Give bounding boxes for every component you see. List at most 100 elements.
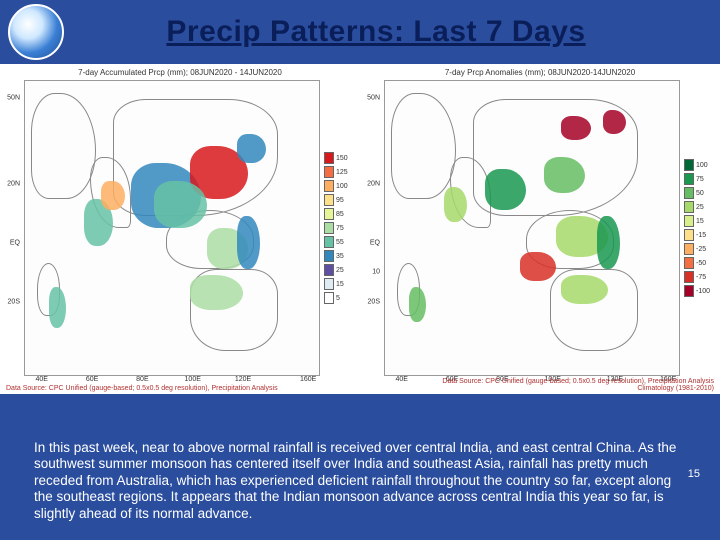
right-map-panel: 7-day Prcp Anomalies (mm); 08JUN2020-14J…	[360, 64, 720, 394]
maps-area: 7-day Accumulated Prcp (mm); 08JUN2020 -…	[0, 64, 720, 394]
legend-swatch	[324, 208, 334, 220]
caption-text: In this past week, near to above normal …	[34, 440, 690, 522]
legend-swatch	[684, 257, 694, 269]
right-data-source-line2: Climatology (1981-2010)	[442, 385, 714, 392]
legend-row: 125	[324, 165, 348, 179]
precip-region	[444, 187, 468, 222]
legend-swatch	[684, 201, 694, 213]
legend-swatch	[684, 271, 694, 283]
legend-swatch	[324, 194, 334, 206]
legend-row: 25	[684, 200, 704, 214]
legend-row: -15	[684, 228, 706, 242]
legend-value: 35	[336, 253, 344, 260]
left-map-panel: 7-day Accumulated Prcp (mm); 08JUN2020 -…	[0, 64, 360, 394]
legend-row: 15	[684, 214, 704, 228]
legend-row: 50	[684, 186, 704, 200]
land-outline	[391, 93, 456, 199]
legend-swatch	[324, 250, 334, 262]
legend-swatch	[684, 187, 694, 199]
precip-region	[409, 287, 427, 322]
legend-row: 75	[324, 221, 344, 235]
legend-value: 5	[336, 295, 340, 302]
legend-value: 125	[336, 169, 348, 176]
legend-row: -100	[684, 284, 710, 298]
precip-region	[237, 134, 266, 163]
left-data-source: Data Source: CPC Unified (gauge-based; 0…	[6, 385, 278, 392]
legend-value: 15	[336, 281, 344, 288]
legend-swatch	[684, 243, 694, 255]
precip-region	[485, 169, 526, 210]
legend-row: 85	[324, 207, 344, 221]
legend-value: -50	[696, 260, 706, 267]
legend-swatch	[324, 166, 334, 178]
precip-region	[603, 110, 627, 134]
legend-swatch	[684, 173, 694, 185]
right-data-source: Data Source: CPC Unified (gauge-based; 0…	[442, 378, 714, 392]
legend-value: -25	[696, 246, 706, 253]
right-legend: 10075502515-15-25-50-75-100	[680, 80, 718, 376]
left-map-axes: 50N20NEQ20S 40E60E80E100E120E160E	[2, 80, 320, 376]
legend-value: 95	[336, 197, 344, 204]
legend-row: 5	[324, 291, 340, 305]
legend-row: 55	[324, 235, 344, 249]
legend-value: 25	[696, 204, 704, 211]
legend-value: 75	[696, 176, 704, 183]
legend-row: 75	[684, 172, 704, 186]
precip-region	[597, 216, 621, 269]
right-map-frame	[384, 80, 680, 376]
legend-swatch	[684, 229, 694, 241]
left-map-title: 7-day Accumulated Prcp (mm); 08JUN2020 -…	[2, 68, 358, 80]
legend-swatch	[684, 215, 694, 227]
legend-swatch	[684, 159, 694, 171]
legend-value: 25	[336, 267, 344, 274]
precip-region	[237, 216, 261, 269]
noaa-logo-icon	[8, 4, 64, 60]
legend-swatch	[324, 236, 334, 248]
xtick-label: 100E	[185, 376, 201, 383]
legend-swatch	[324, 222, 334, 234]
right-map-title: 7-day Prcp Anomalies (mm); 08JUN2020-14J…	[362, 68, 718, 80]
left-yticks: 50N20NEQ20S	[2, 80, 22, 376]
ytick-label: 50N	[367, 94, 380, 101]
legend-swatch	[324, 292, 334, 304]
precip-region	[544, 157, 585, 192]
precip-region	[101, 181, 125, 210]
legend-value: 50	[696, 190, 704, 197]
legend-row: -50	[684, 256, 706, 270]
legend-value: -100	[696, 288, 710, 295]
right-data-source-line1: Data Source: CPC Unified (gauge-based; 0…	[442, 378, 714, 385]
page-number: 15	[688, 468, 700, 480]
legend-row: -25	[684, 242, 706, 256]
ytick-label: 20S	[368, 299, 380, 306]
legend-swatch	[324, 264, 334, 276]
xtick-label: 80E	[136, 376, 148, 383]
ytick-label: 20N	[367, 180, 380, 187]
legend-row: 150	[324, 151, 348, 165]
precip-region	[561, 275, 608, 304]
ytick-label: 10	[372, 269, 380, 276]
left-legend: 150 125 100 95 85 75 55 35 25 15 5	[320, 80, 358, 376]
precip-region	[190, 275, 243, 310]
precip-region	[49, 287, 67, 328]
xtick-label: 120E	[235, 376, 251, 383]
legend-row: 100	[324, 179, 348, 193]
ytick-label: EQ	[10, 239, 20, 246]
right-map-body: 50N20NEQ1020S 40E60E80E100E130E160E 1007…	[362, 80, 718, 376]
legend-row: 95	[324, 193, 344, 207]
xtick-label: 160E	[300, 376, 316, 383]
ytick-label: 20N	[7, 180, 20, 187]
legend-value: 85	[336, 211, 344, 218]
legend-swatch	[324, 152, 334, 164]
slide-title: Precip Patterns: Last 7 Days	[72, 15, 720, 49]
xtick-label: 40E	[396, 376, 408, 383]
xtick-label: 60E	[86, 376, 98, 383]
ytick-label: 50N	[7, 94, 20, 101]
right-yticks: 50N20NEQ1020S	[362, 80, 382, 376]
legend-swatch	[324, 278, 334, 290]
legend-value: 15	[696, 218, 704, 225]
left-map-frame	[24, 80, 320, 376]
precip-region	[561, 116, 590, 140]
slide: Precip Patterns: Last 7 Days 7-day Accum…	[0, 0, 720, 540]
legend-value: 150	[336, 155, 348, 162]
legend-value: 55	[336, 239, 344, 246]
